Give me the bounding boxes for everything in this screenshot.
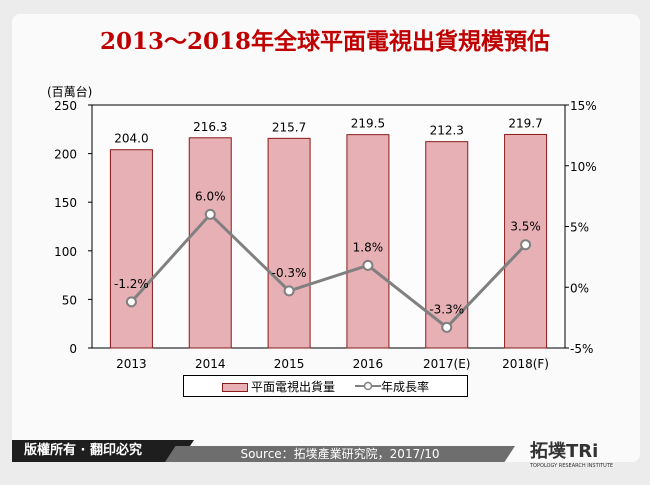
x-tick-label: 2013: [116, 357, 147, 371]
y2-tick-label: 0%: [570, 281, 589, 295]
bar: [109, 149, 153, 349]
y2-tick-label: 15%: [570, 99, 597, 113]
x-tick-label: 2017(E): [423, 357, 470, 371]
growth-point: [441, 321, 453, 333]
x-tick-label: 2016: [353, 357, 384, 371]
growth-line: [130, 212, 527, 330]
growth-label: -0.3%: [272, 266, 307, 280]
legend-line: 年成長率: [355, 378, 429, 395]
y-tick-label: 50: [62, 293, 77, 307]
growth-point: [125, 296, 137, 308]
line-swatch: [355, 381, 381, 390]
x-tick-label: 2015: [274, 357, 305, 371]
x-tick-label: 2018(F): [502, 357, 549, 371]
legend: 平面電視出貨量 年成長率: [183, 375, 468, 397]
growth-point: [520, 239, 532, 251]
bar-label: 215.7: [272, 120, 306, 134]
plot-area: [91, 104, 566, 349]
y-tick-label: 0: [69, 342, 77, 356]
bar: [188, 137, 232, 349]
y-tick-label: 150: [54, 196, 77, 210]
source: Source：拓墣產業研究院，2017/10: [165, 446, 515, 462]
growth-label: -1.2%: [114, 277, 149, 291]
growth-label: -3.3%: [429, 302, 464, 316]
bar: [346, 134, 390, 349]
legend-bar-label: 平面電視出貨量: [250, 379, 335, 394]
legend-line-label: 年成長率: [381, 379, 430, 394]
growth-point: [204, 208, 216, 220]
bar-label: 204.0: [114, 132, 148, 146]
y2-tick-label: -5%: [570, 342, 593, 356]
logo: 拓墣TRi TOPOLOGY RESEARCH INSTITUTE: [530, 437, 613, 469]
bar: [267, 137, 311, 349]
growth-label: 3.5%: [510, 220, 541, 234]
bar-label: 219.7: [508, 116, 542, 130]
y-axis-label: (百萬台): [47, 84, 92, 99]
y-tick-label: 200: [54, 148, 77, 162]
growth-label: 6.0%: [195, 189, 226, 203]
y-tick-label: 100: [54, 245, 77, 259]
bar-label: 212.3: [430, 124, 464, 138]
legend-bar: 平面電視出貨量: [221, 378, 335, 395]
bar-label: 219.5: [351, 117, 385, 131]
copyright: 版權所有 · 翻印必究: [12, 440, 194, 462]
chart-title: 2013～2018年全球平面電視出貨規模預估: [99, 28, 551, 55]
y2-tick-label: 10%: [570, 160, 597, 174]
growth-label: 1.8%: [353, 240, 384, 254]
x-tick-label: 2014: [195, 357, 226, 371]
bar-label: 216.3: [193, 120, 227, 134]
growth-point: [283, 285, 295, 297]
logo-text: 拓墣TRi: [530, 441, 599, 462]
logo-subtext: TOPOLOGY RESEARCH INSTITUTE: [530, 463, 614, 469]
y-tick-label: 250: [54, 99, 77, 113]
growth-point: [362, 259, 374, 271]
bar-swatch: [221, 382, 248, 392]
y2-tick-label: 5%: [570, 221, 589, 235]
